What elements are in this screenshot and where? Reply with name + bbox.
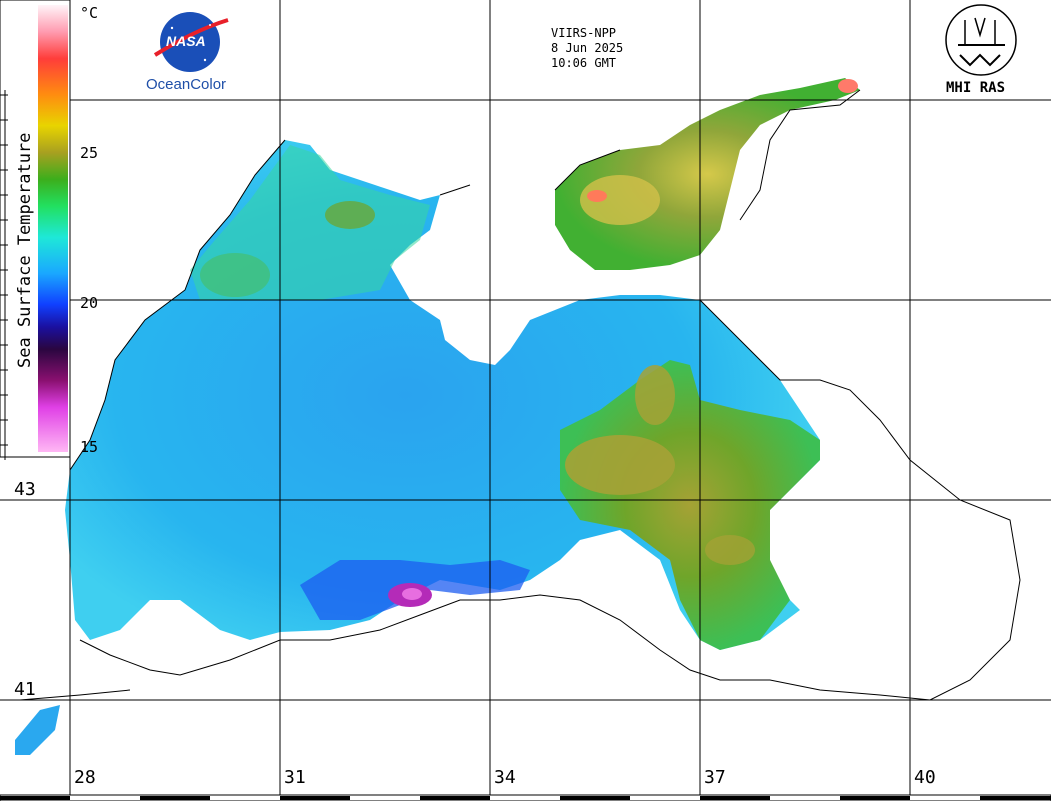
azov-warm-core xyxy=(580,175,660,225)
mhi-logo xyxy=(945,4,1017,76)
colorbar-tick-15: 15 xyxy=(80,438,99,456)
east-warm-region xyxy=(560,360,820,650)
colorbar-unit: °C xyxy=(80,4,99,22)
south-cold-core2 xyxy=(402,588,422,600)
longitude-label-28: 28 xyxy=(74,767,96,788)
nasa-wordmark: NASA xyxy=(166,33,206,49)
latitude-label-41: 41 xyxy=(14,679,36,700)
coastline xyxy=(19,89,1021,701)
colorbar-tick-20: 20 xyxy=(80,294,99,312)
oceancolor-label: OceanColor xyxy=(146,76,227,93)
nasa-logo xyxy=(153,12,229,72)
colorbar-tick-25: 25 xyxy=(80,144,99,162)
colorbar-strip xyxy=(38,5,68,452)
satellite-label: VIIRS-NPP xyxy=(551,26,617,40)
longitude-label-40: 40 xyxy=(914,767,936,788)
time-label: 10:06 GMT xyxy=(551,56,617,70)
left-ruler xyxy=(0,90,8,460)
marmara-water xyxy=(15,705,60,755)
date-label: 8 Jun 2025 xyxy=(551,41,624,55)
mhi-ras-label: MHI RAS xyxy=(946,80,1006,96)
bottom-ruler xyxy=(0,794,1051,801)
west-warm-patch xyxy=(200,253,270,297)
azov-hot-spot2 xyxy=(587,190,607,202)
colorbar-title: Sea Surface Temperature xyxy=(15,132,35,368)
east-core-warm3 xyxy=(705,535,755,565)
nw-warm-patch xyxy=(325,201,375,229)
azov-sea-water xyxy=(555,78,860,270)
longitude-label-37: 37 xyxy=(704,767,726,788)
east-core-warm2 xyxy=(635,365,675,425)
latitude-label-43: 43 xyxy=(14,479,36,500)
azov-hot-spot xyxy=(838,79,858,93)
east-core-warm xyxy=(565,435,675,495)
longitude-label-34: 34 xyxy=(494,767,516,788)
longitude-label-31: 31 xyxy=(284,767,306,788)
